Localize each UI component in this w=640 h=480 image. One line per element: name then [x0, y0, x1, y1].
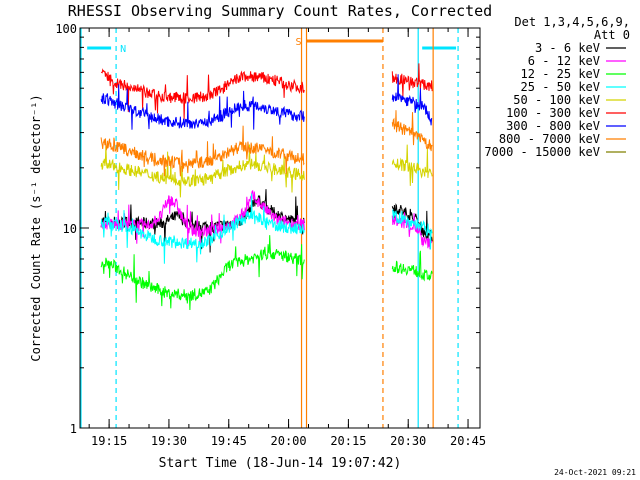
x-tick-label: 19:15: [91, 434, 127, 448]
axes-layer: 1 10 100 19:15 19:30 19:45 20:00 20:15 20:30 20:4…: [55, 22, 486, 448]
legend-header: Att 0: [594, 28, 630, 42]
legend-item-label: 50 - 100 keV: [513, 93, 600, 107]
series-line: [391, 250, 433, 282]
legend-item-label: 7000 - 15000 keV: [484, 145, 600, 159]
series-line: [391, 144, 433, 186]
x-tick-label: 20:00: [271, 434, 307, 448]
series-line: [100, 84, 305, 130]
series-line: [391, 208, 433, 250]
footer-date: 24-Oct-2021 09:21: [554, 468, 636, 477]
series-layer: [100, 63, 433, 311]
series-line: [100, 235, 305, 311]
legend-item-label: 3 - 6 keV: [535, 41, 600, 55]
series-line: [391, 110, 433, 152]
series-line: [100, 189, 305, 247]
series-line: [100, 68, 305, 121]
legend-item-label: 300 - 800 keV: [506, 119, 600, 133]
flag-label-n: N: [120, 44, 126, 55]
flags-layer: NS: [87, 37, 457, 55]
series-line: [100, 144, 305, 198]
series-line: [391, 203, 433, 242]
x-tick-label: 19:30: [151, 434, 187, 448]
x-tick-label: 20:45: [450, 434, 486, 448]
legend-item-label: 12 - 25 keV: [521, 67, 600, 81]
y-tick-label: 100: [55, 22, 77, 36]
y-axis-label: Corrected Count Rate (s⁻¹ detector⁻¹): [29, 94, 43, 361]
series-line: [100, 193, 305, 264]
chart-title: RHESSI Observing Summary Count Rates, Co…: [68, 2, 492, 20]
x-axis-label: Start Time (18-Jun-14 19:07:42): [159, 456, 402, 471]
legend-item-label: 100 - 300 keV: [506, 106, 600, 120]
x-tick-label: 20:30: [390, 434, 426, 448]
series-line: [391, 74, 433, 126]
legend-header: Det 1,3,4,5,6,9,: [514, 15, 630, 29]
legend-item-label: 6 - 12 keV: [528, 54, 600, 68]
flag-label-s: S: [296, 37, 302, 48]
legend-item-label: 25 - 50 keV: [521, 80, 600, 94]
y-tick-label: 10: [63, 222, 77, 236]
x-tick-label: 20:15: [330, 434, 366, 448]
legend-item-label: 800 - 7000 keV: [499, 132, 600, 146]
series-line: [100, 125, 305, 177]
series-line: [391, 63, 433, 97]
x-tick-label: 19:45: [211, 434, 247, 448]
y-tick-label: 1: [70, 422, 77, 436]
